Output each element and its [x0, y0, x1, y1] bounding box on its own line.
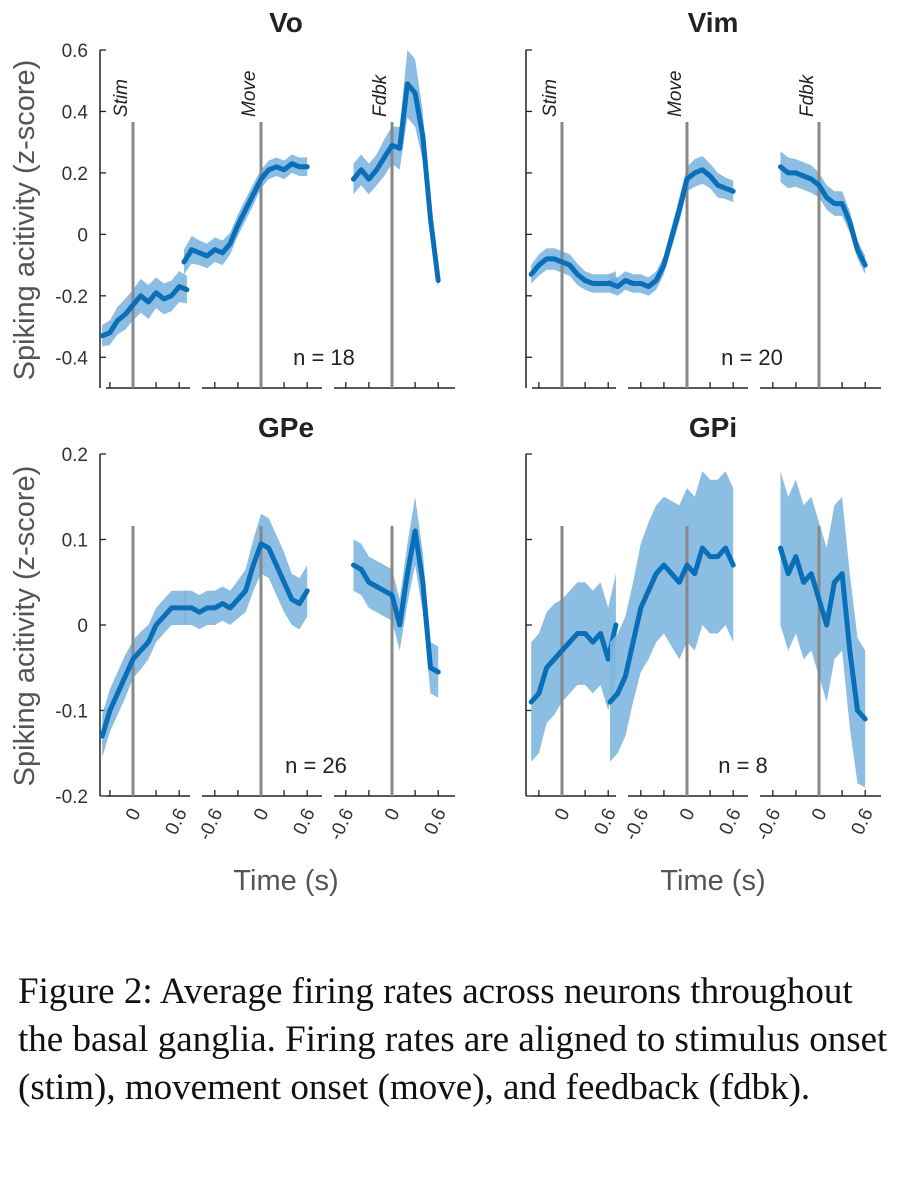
y-tick-label: 0.2	[62, 164, 88, 185]
segment-fdbk: -0.6 0 0.6	[752, 471, 881, 844]
error-band	[184, 513, 308, 630]
x-tick-label: 0	[381, 805, 405, 823]
event-label: Move	[239, 71, 260, 117]
error-band	[610, 471, 734, 762]
mean-line	[607, 167, 736, 290]
event-label: Move	[665, 71, 686, 117]
n-annotation: n = 18	[293, 345, 355, 370]
n-annotation: n = 20	[721, 345, 783, 370]
mean-line	[778, 545, 868, 722]
y-tick-label: 0	[77, 616, 88, 637]
y-tick-label: -0.2	[55, 787, 88, 808]
x-tick-label: -0.6	[194, 805, 227, 844]
segment-fdbk: Fdbk	[760, 73, 881, 389]
x-tick-label: 0.6	[591, 805, 621, 838]
error-band	[102, 271, 187, 347]
panel-title: Vo	[269, 7, 303, 38]
y-tick-label: 0.6	[62, 41, 88, 62]
y-tick-label: -0.1	[55, 702, 88, 723]
panel-title: GPi	[689, 412, 737, 443]
segment-move: -0.6 0 0.6	[607, 471, 748, 844]
mean-line	[351, 81, 441, 283]
mean-line	[528, 622, 619, 705]
mean-line	[528, 256, 619, 286]
x-tick-label: 0	[122, 805, 146, 823]
x-axis-label-right: Time (s)	[660, 865, 765, 897]
error-band	[780, 471, 866, 788]
x-tick-label: 0.6	[162, 805, 192, 838]
panel-title: Vim	[688, 7, 739, 38]
x-tick-label: 0	[250, 805, 274, 823]
x-tick-label: 0	[551, 805, 575, 823]
x-tick-label: 0.6	[421, 805, 451, 838]
x-tick-label: -0.6	[620, 805, 653, 844]
error-band	[102, 590, 187, 758]
x-tick-label: 0.6	[290, 805, 320, 838]
segment-fdbk: Fdbk	[334, 50, 455, 389]
x-tick-label: -0.6	[325, 805, 358, 844]
x-tick-label: 0	[808, 805, 832, 823]
segment-stim: 0 0.6	[99, 526, 192, 838]
figure-svg: Vo -0.4 -0.2 0 0.2 0.4 0.6 Stim Move Fdbk n = 18 Vi…	[9, 7, 881, 897]
x-tick-label: 0.6	[716, 805, 746, 838]
mean-line	[99, 605, 190, 739]
segment-stim: 0 0.6	[528, 526, 621, 838]
mean-line	[778, 164, 868, 268]
error-band	[610, 156, 734, 296]
y-tick-label: 0.1	[62, 531, 88, 552]
y-tick-label: -0.4	[55, 348, 88, 369]
segment-stim: Stim	[99, 79, 190, 389]
panel-title: GPe	[258, 412, 314, 443]
segment-move: Move	[607, 71, 748, 389]
segment-move: Move	[181, 71, 322, 389]
y-tick-label: 0.2	[62, 445, 88, 466]
x-axis-label-left: Time (s)	[233, 865, 338, 897]
segment-stim: Stim	[528, 79, 619, 389]
y-tick-label: -0.2	[55, 287, 88, 308]
segment-move: -0.6 0 0.6	[181, 513, 322, 844]
mean-line	[181, 161, 310, 265]
event-label: Fdbk	[797, 73, 818, 117]
x-tick-label: 0.6	[848, 805, 878, 838]
y-tick-label: 0	[77, 225, 88, 246]
panels-group: Vo -0.4 -0.2 0 0.2 0.4 0.6 Stim Move Fdbk n = 18 Vi…	[55, 7, 881, 844]
panel-vim: Vim Stim Move Fdbk n = 20	[525, 7, 881, 389]
n-annotation: n = 8	[718, 753, 768, 778]
x-tick-label: 0	[676, 805, 700, 823]
event-label: Stim	[111, 79, 132, 117]
mean-line	[351, 528, 441, 675]
panel-gpe: GPe-0.2-0.100.10.20 0.6 -0.6 0 0.6 -0.6 0 0.6n …	[55, 412, 455, 844]
x-tick-label: -0.6	[752, 805, 785, 844]
error-band	[531, 573, 616, 762]
mean-line	[99, 284, 190, 339]
y-axis-label-top: Spiking acitivity (z-score)	[9, 60, 41, 381]
event-label: Stim	[540, 79, 561, 117]
segment-fdbk: -0.6 0 0.6	[325, 496, 455, 844]
mean-line	[607, 545, 736, 705]
event-label: Fdbk	[370, 73, 391, 117]
panel-vo: Vo -0.4 -0.2 0 0.2 0.4 0.6 Stim Move Fdbk n = 18	[55, 7, 455, 389]
mean-line	[181, 541, 310, 615]
figure-caption: Figure 2: Average firing rates across ne…	[18, 971, 888, 1108]
n-annotation: n = 26	[285, 753, 347, 778]
y-tick-label: 0.4	[62, 102, 89, 123]
error-band	[780, 151, 866, 275]
y-axis-label-bottom: Spiking acitivity (z-score)	[9, 466, 41, 787]
